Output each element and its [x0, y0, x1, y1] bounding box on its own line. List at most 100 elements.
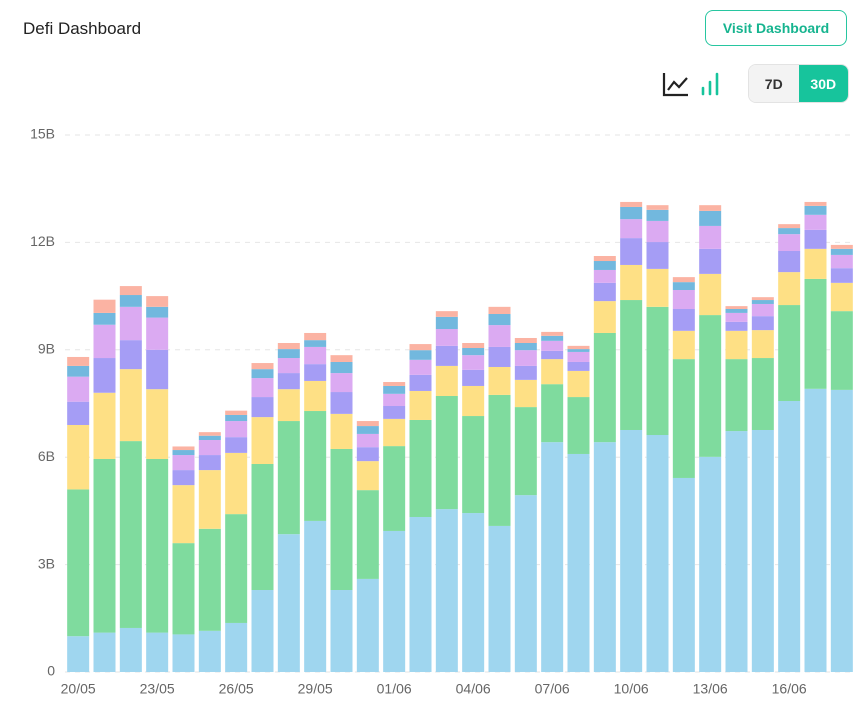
bar-segment — [198, 630, 221, 672]
bar-segment — [830, 268, 853, 283]
bar-segment — [146, 458, 169, 633]
bar-segment — [172, 446, 195, 451]
bar-segment — [462, 385, 485, 417]
bar-segment — [93, 312, 116, 325]
bar-segment — [304, 340, 327, 347]
y-tick-label: 6B — [38, 448, 55, 464]
bar-segment — [435, 329, 458, 346]
bar-segment — [778, 400, 801, 672]
bar-segment — [567, 361, 590, 371]
range-7d[interactable]: 7D — [749, 65, 799, 102]
bar-segment — [620, 206, 643, 220]
bar-segment — [146, 349, 169, 390]
bar-segment — [646, 268, 669, 307]
bar-segment — [488, 394, 511, 526]
bar-segment — [804, 205, 827, 215]
bar-segment — [409, 390, 432, 420]
bar-segment — [672, 282, 695, 291]
bar-segment — [804, 278, 827, 389]
bar-segment — [198, 435, 221, 441]
bar-segment — [172, 450, 195, 456]
bar-segment — [514, 495, 537, 672]
bar-segment — [699, 315, 722, 457]
bar-segment — [435, 365, 458, 396]
line-chart-icon[interactable] — [662, 73, 688, 97]
bar-segment — [646, 435, 669, 672]
bar-segment — [541, 331, 564, 336]
bar-segment — [330, 373, 353, 393]
bar-segment — [119, 286, 142, 296]
x-tick-label: 10/06 — [614, 681, 649, 697]
x-tick-label: 23/05 — [140, 681, 175, 697]
bar-segment — [725, 308, 748, 313]
bar-segment — [172, 470, 195, 486]
bar-segment — [751, 316, 774, 331]
bar-segment — [488, 366, 511, 395]
bar-segment — [646, 220, 669, 243]
bar-segment — [830, 389, 853, 672]
bar-segment — [277, 373, 300, 390]
bar-segment — [699, 205, 722, 211]
bar-segment — [514, 365, 537, 380]
chart-type-icons — [662, 72, 719, 97]
bar-segment — [251, 397, 274, 418]
bar-segment — [593, 256, 616, 262]
range-toggle: 7D 30D — [748, 64, 849, 103]
bar-chart-icon[interactable] — [701, 72, 719, 96]
bar-segment — [830, 311, 853, 390]
bar-segment — [383, 530, 406, 672]
bar-segment — [251, 464, 274, 591]
bar-segment — [93, 324, 116, 359]
bar-segment — [198, 455, 221, 471]
bar-segment — [514, 407, 537, 496]
bar-segment — [146, 306, 169, 318]
bar-segment — [435, 345, 458, 366]
bar-segment — [804, 229, 827, 249]
bar-segment — [462, 416, 485, 514]
bar-segment — [567, 370, 590, 398]
bar-segment — [488, 325, 511, 347]
bar-segment — [330, 448, 353, 591]
bar-segment — [356, 578, 379, 672]
bar-segment — [435, 311, 458, 317]
bar-segment — [514, 342, 537, 351]
bar-segment — [67, 376, 90, 402]
bar-segment — [778, 234, 801, 251]
bar-segment — [462, 348, 485, 356]
bar-segment — [567, 345, 590, 350]
bar-segment — [672, 277, 695, 283]
bar-segment — [409, 419, 432, 517]
bar-segment — [751, 429, 774, 672]
range-30d[interactable]: 30D — [798, 65, 848, 102]
bar-segment — [672, 330, 695, 360]
bar-segment — [356, 433, 379, 448]
bar-segment — [93, 358, 116, 393]
bar-segment — [593, 442, 616, 672]
bar-segment — [435, 509, 458, 672]
x-tick-label: 20/05 — [61, 681, 96, 697]
bar-segment — [804, 201, 827, 206]
bar-segment — [383, 418, 406, 447]
bar-segment — [646, 306, 669, 436]
bar-segment — [541, 359, 564, 385]
bar-segment — [804, 388, 827, 672]
x-tick-label: 13/06 — [693, 681, 728, 697]
bar-segment — [330, 413, 353, 449]
bar-segment — [356, 421, 379, 427]
bar-segment — [488, 314, 511, 326]
visit-button[interactable]: Visit Dashboard — [705, 10, 847, 46]
bar-segment — [488, 306, 511, 314]
bar-segment — [409, 374, 432, 391]
bar-segment — [304, 520, 327, 672]
y-tick-label: 0 — [47, 663, 55, 679]
bar-segment — [304, 346, 327, 365]
bar-segment — [67, 365, 90, 377]
bar-segment — [251, 590, 274, 672]
bar-segment — [225, 452, 248, 515]
bar-segment — [699, 273, 722, 316]
bar-segment — [672, 290, 695, 309]
bar-segment — [277, 358, 300, 374]
bar-segment — [778, 224, 801, 229]
bar-segment — [225, 437, 248, 453]
bar-segment — [751, 297, 774, 301]
